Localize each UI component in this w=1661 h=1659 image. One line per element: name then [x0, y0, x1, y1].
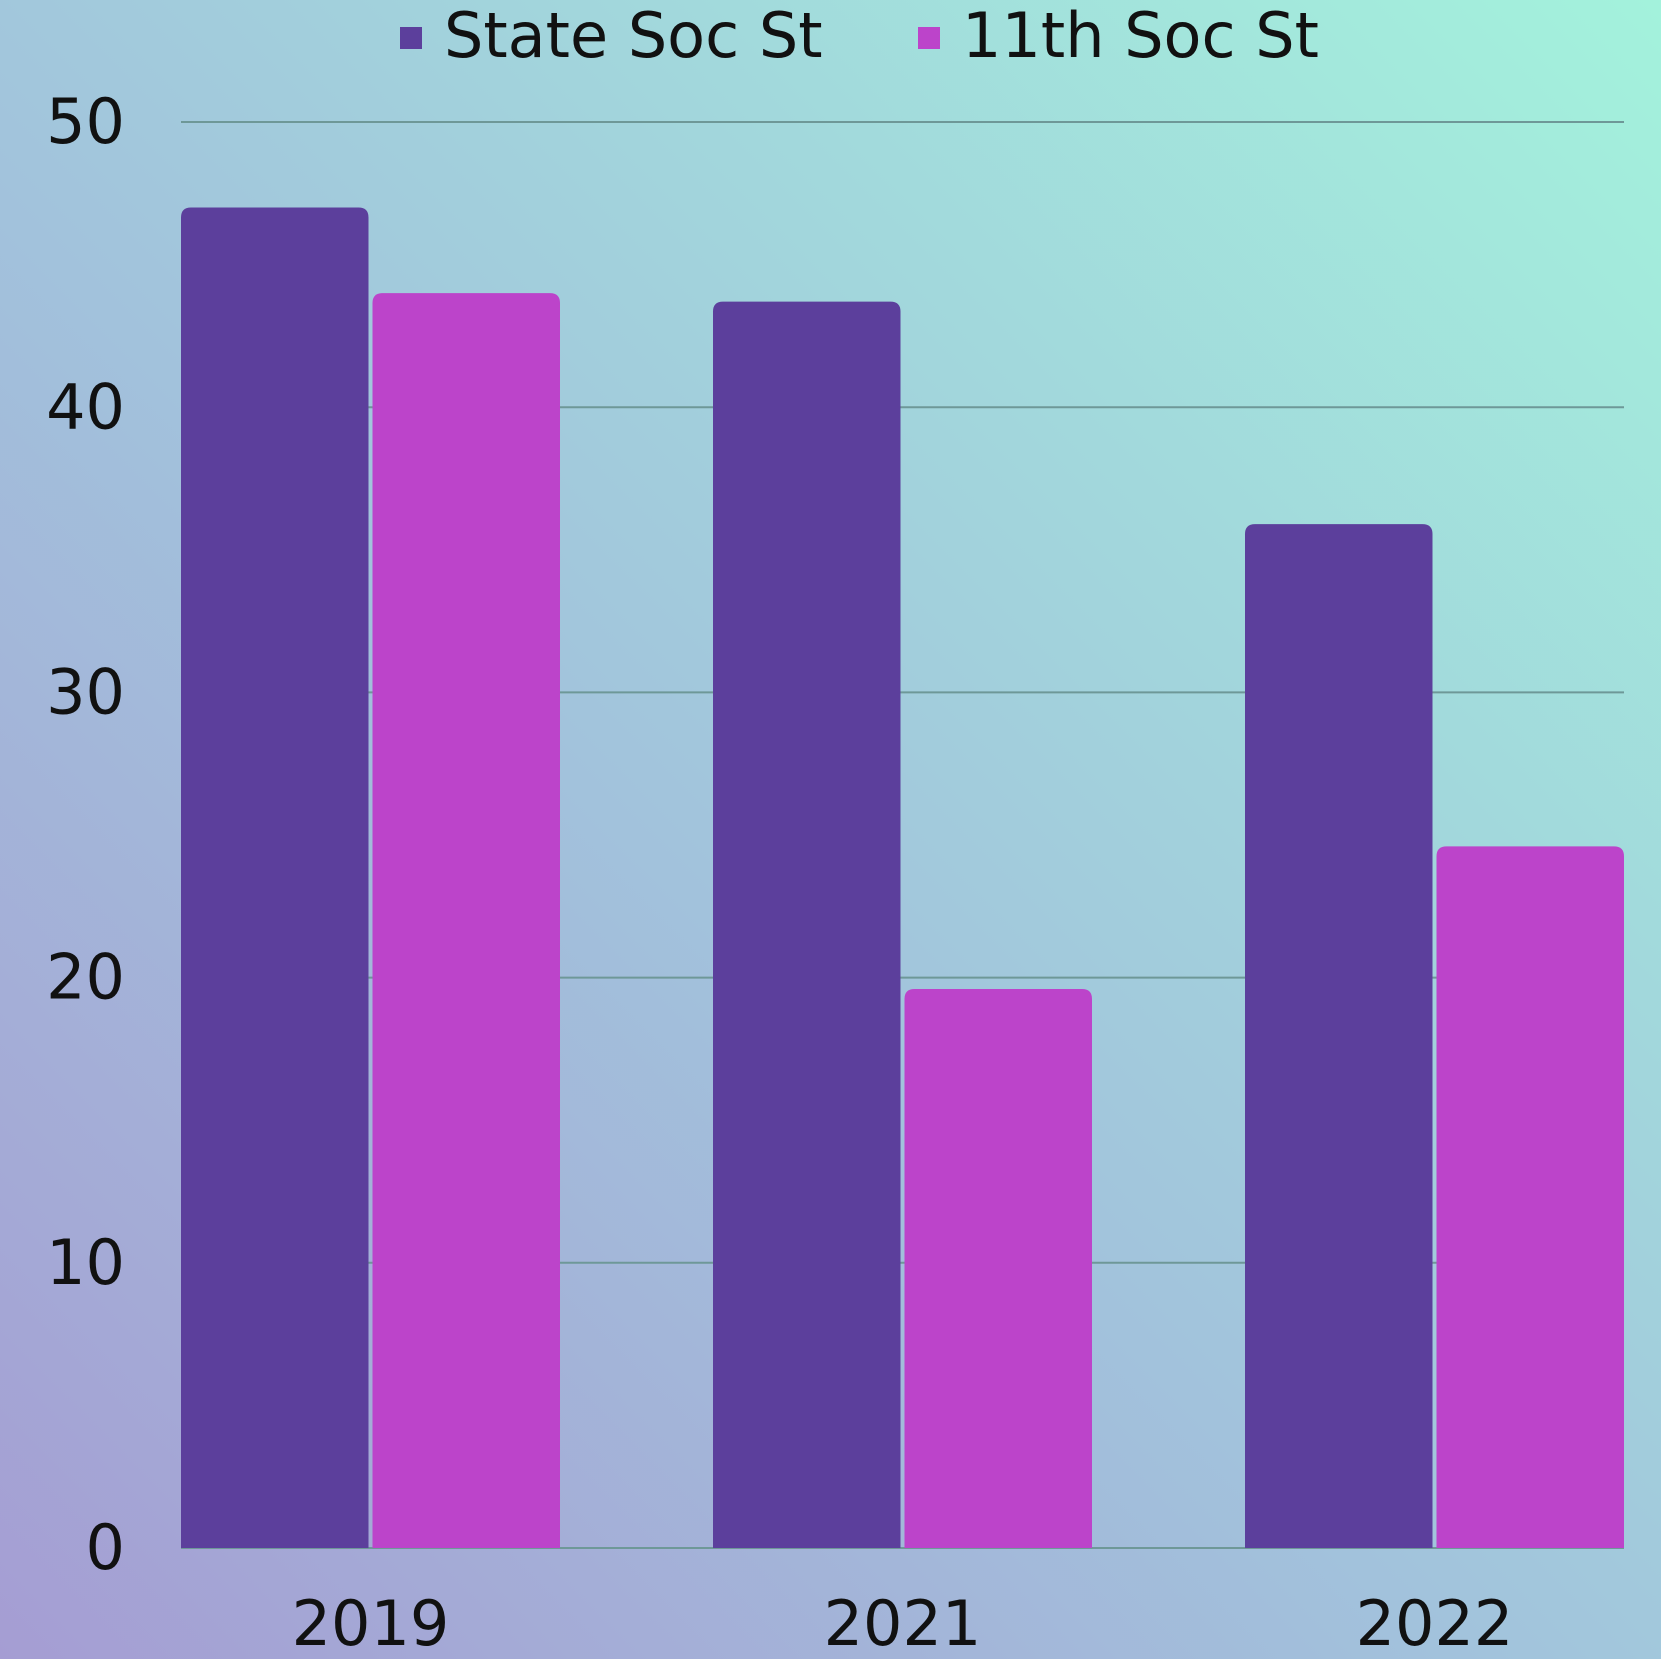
bar	[372, 293, 560, 1548]
legend-label: State Soc St	[444, 0, 823, 72]
legend-swatch	[400, 27, 422, 49]
legend-label: 11th Soc St	[962, 0, 1319, 72]
y-tick-label: 0	[86, 1511, 125, 1584]
y-tick-label: 30	[46, 655, 125, 728]
x-tick-label: 2022	[1356, 1587, 1514, 1659]
bar	[904, 989, 1092, 1548]
bar	[1245, 524, 1433, 1548]
x-tick-label: 2021	[824, 1587, 982, 1659]
y-tick-label: 40	[46, 370, 125, 443]
bar	[181, 207, 369, 1548]
bar	[1436, 846, 1624, 1548]
y-tick-label: 20	[46, 941, 125, 1014]
y-tick-label: 10	[46, 1226, 125, 1299]
bar	[713, 301, 901, 1548]
y-tick-label: 50	[46, 85, 125, 158]
x-tick-label: 2019	[292, 1587, 450, 1659]
legend-swatch	[918, 27, 940, 49]
